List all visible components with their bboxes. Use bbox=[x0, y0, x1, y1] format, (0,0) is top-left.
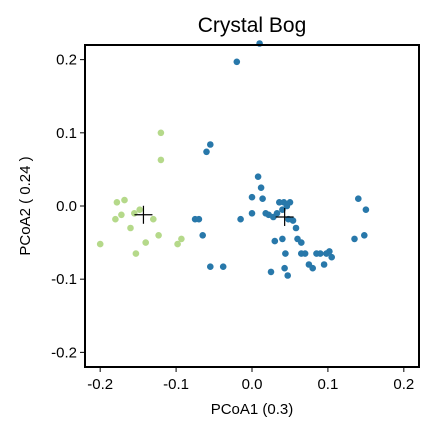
y-tick-label: 0.0 bbox=[56, 198, 77, 215]
x-tick-label: -0.2 bbox=[87, 376, 113, 393]
data-point bbox=[178, 235, 185, 243]
data-point bbox=[271, 237, 279, 245]
x-tick-label: 0.2 bbox=[393, 376, 414, 393]
x-tick-label: -0.1 bbox=[163, 376, 189, 393]
points-layer bbox=[96, 40, 370, 279]
data-point bbox=[131, 210, 138, 217]
data-point bbox=[112, 215, 119, 223]
chart-title: Crystal Bog bbox=[198, 14, 307, 37]
data-point bbox=[237, 215, 244, 223]
data-point bbox=[233, 58, 241, 66]
data-point bbox=[118, 211, 125, 219]
x-axis-ticks: -0.2 -0.1 0.0 0.1 0.2 bbox=[87, 367, 414, 393]
x-tick-label: 0.1 bbox=[317, 376, 338, 393]
data-point bbox=[96, 240, 104, 248]
data-point bbox=[207, 263, 214, 271]
centroid-layer bbox=[134, 205, 294, 226]
data-point bbox=[326, 248, 333, 255]
y-tick-label: -0.1 bbox=[51, 271, 77, 288]
data-point bbox=[361, 232, 368, 239]
data-point bbox=[317, 250, 324, 257]
data-point bbox=[298, 239, 305, 246]
data-point bbox=[157, 156, 165, 164]
data-point bbox=[276, 199, 283, 206]
data-point bbox=[254, 173, 262, 180]
data-point bbox=[136, 206, 143, 213]
data-point bbox=[284, 272, 292, 279]
centroid-marker bbox=[134, 205, 153, 224]
data-point bbox=[301, 250, 309, 257]
data-point bbox=[282, 250, 289, 257]
data-point bbox=[121, 196, 128, 204]
data-point bbox=[150, 215, 157, 223]
data-point bbox=[259, 195, 266, 202]
y-tick-label: -0.2 bbox=[51, 344, 77, 361]
data-point bbox=[286, 199, 294, 206]
data-point bbox=[362, 206, 370, 213]
data-point bbox=[174, 240, 181, 248]
data-point bbox=[351, 235, 358, 243]
data-point bbox=[142, 239, 149, 246]
data-point bbox=[281, 264, 288, 272]
data-point bbox=[248, 193, 256, 201]
data-point bbox=[113, 199, 121, 206]
data-point bbox=[219, 263, 227, 271]
y-tick-label: 0.2 bbox=[56, 52, 77, 69]
data-point bbox=[279, 235, 286, 243]
data-point bbox=[248, 210, 256, 217]
data-point bbox=[132, 250, 140, 257]
x-tick-label: 0.0 bbox=[242, 376, 263, 393]
data-point bbox=[203, 148, 210, 156]
y-axis-title: PCoA2 ( 0.24 ) bbox=[17, 156, 34, 255]
data-point bbox=[155, 232, 162, 239]
x-axis-title: PCoA1 (0.3) bbox=[211, 401, 294, 418]
y-tick-label: 0.1 bbox=[56, 125, 77, 142]
data-point bbox=[199, 232, 206, 239]
data-point bbox=[207, 141, 214, 148]
data-point bbox=[157, 129, 165, 137]
data-point bbox=[273, 210, 281, 217]
data-point bbox=[195, 215, 203, 223]
data-point bbox=[127, 224, 134, 232]
data-point bbox=[257, 184, 265, 191]
data-point bbox=[292, 224, 300, 232]
data-point bbox=[328, 253, 336, 261]
data-point bbox=[289, 217, 297, 224]
data-point bbox=[267, 268, 275, 276]
data-point bbox=[320, 261, 328, 268]
centroid-marker bbox=[275, 207, 294, 226]
y-axis-ticks: -0.2 -0.1 0.0 0.1 0.2 bbox=[51, 52, 85, 361]
data-point bbox=[355, 195, 362, 202]
data-point bbox=[309, 264, 317, 272]
